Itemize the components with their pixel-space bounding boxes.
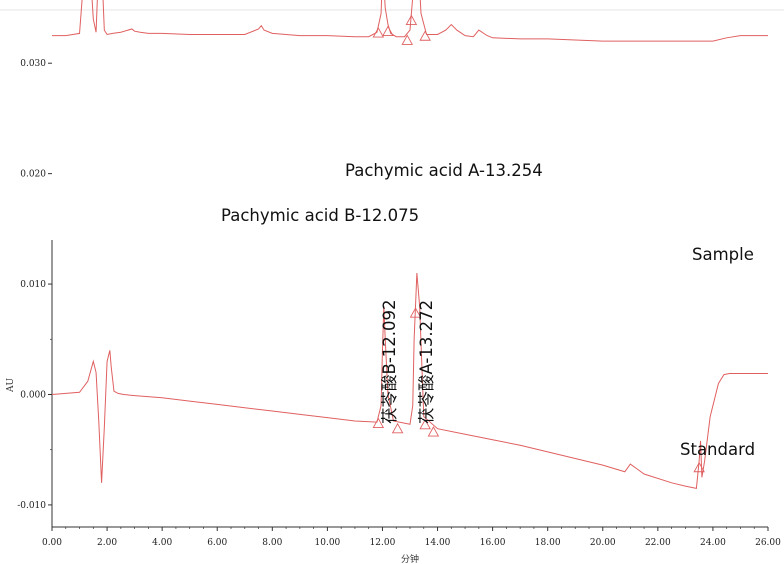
- label-layer: Pachymic acid A-13.254 Pachymic acid B-12…: [221, 161, 755, 459]
- peak-annotation-vertical: 茯苓酸B-12.092: [380, 299, 399, 424]
- peak-marker: [391, 422, 404, 434]
- peak-annotation-vertical: 茯苓酸A-13.272: [417, 300, 436, 424]
- y-tick-label: 0.000: [20, 390, 46, 400]
- y-tick-label: 0.030: [20, 59, 46, 69]
- peak-annotation: Pachymic acid B-12.075: [221, 206, 419, 225]
- x-tick-label: 22.00: [645, 538, 671, 548]
- peak-marker: [382, 25, 394, 37]
- peak-marker: [427, 426, 440, 437]
- series-label: Standard: [680, 440, 755, 459]
- series-layer: [51, 0, 768, 489]
- peak-marker: [409, 307, 422, 318]
- axes: 0.00 2.00 4.00 6.00 8.00 10.00 12.00 14.00 16.00…: [6, 59, 781, 564]
- x-tick-label: 12.00: [370, 538, 396, 548]
- peak-marker: [372, 417, 385, 429]
- peak-annotation: Pachymic acid A-13.254: [345, 161, 543, 180]
- x-tick-label: 0.00: [42, 538, 62, 548]
- series-line-standard: [51, 272, 768, 489]
- x-tick-label: 26.00: [755, 538, 781, 548]
- series-label: Sample: [692, 245, 754, 264]
- peak-marker: [405, 14, 418, 25]
- x-tick-label: 14.00: [425, 538, 451, 548]
- x-tick-label: 4.00: [152, 538, 172, 548]
- x-tick-label: 24.00: [700, 538, 726, 548]
- x-tick-label: 2.00: [97, 538, 117, 548]
- x-tick-label: 6.00: [207, 538, 227, 548]
- y-tick-label: 0.020: [20, 170, 46, 180]
- peak-marker: [419, 418, 431, 430]
- y-tick-label: -0.010: [17, 501, 46, 511]
- x-axis-label: 分钟: [401, 553, 419, 564]
- peak-marker: [693, 461, 705, 473]
- x-tick-label: 16.00: [480, 538, 506, 548]
- x-tick-label: 20.00: [590, 538, 616, 548]
- peak-marker: [419, 30, 431, 41]
- peak-marker: [372, 27, 385, 38]
- y-axis-label: AU: [6, 378, 16, 393]
- x-tick-label: 10.00: [315, 538, 341, 548]
- series-line-sample: [52, 0, 768, 42]
- x-tick-label: 8.00: [262, 538, 282, 548]
- x-tick-label: 18.00: [535, 538, 561, 548]
- peak-marker: [401, 34, 414, 45]
- y-tick-label: 0.010: [20, 280, 46, 290]
- peak-marker-layer: [372, 14, 705, 473]
